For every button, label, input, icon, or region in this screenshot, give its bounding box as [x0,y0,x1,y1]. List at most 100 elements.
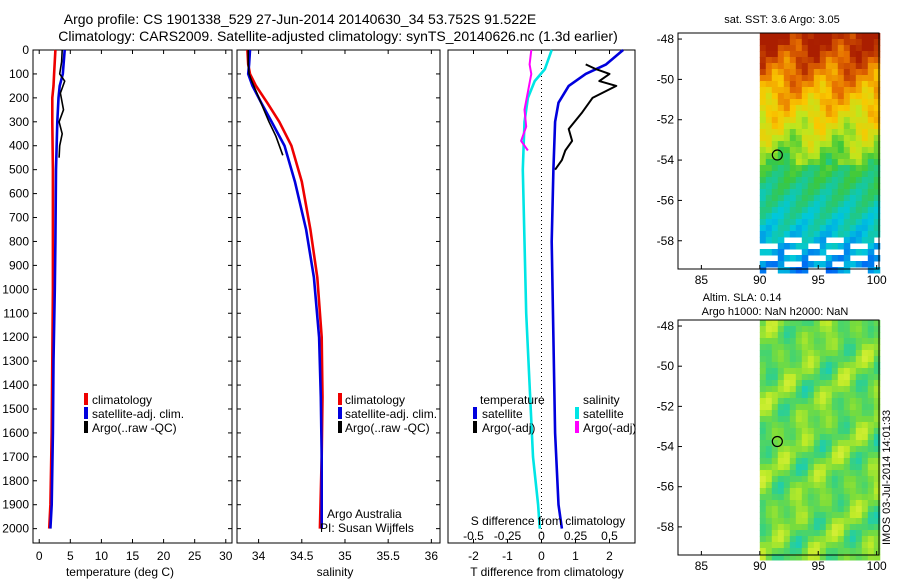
heatmap-cell [849,39,857,46]
heatmap-cell [861,350,869,357]
heatmap-cell [801,482,809,489]
heatmap-cell [771,524,779,531]
heatmap-cell [765,422,773,429]
heatmap-cell [855,356,863,363]
heatmap-cell [765,123,773,130]
heatmap-cell [783,147,791,154]
heatmap-cell [813,261,821,268]
legend-swatch-satellite [84,407,88,419]
heatmap-cell [849,326,857,333]
heatmap-cell [771,386,779,393]
heatmap-cell [873,416,881,423]
heatmap-cell [873,506,881,513]
heatmap-cell [789,422,797,429]
heatmap-cell [849,147,857,154]
heatmap-cell [777,548,785,555]
heatmap-cell [789,123,797,130]
heatmap-cell [873,458,881,465]
heatmap-cell [855,189,863,196]
heatmap-cell [867,75,875,82]
heatmap-cell [867,87,875,94]
heatmap-cell [825,165,833,172]
heatmap-cell [867,410,875,417]
salinity-plot-frame [236,49,441,544]
heatmap-cell [807,440,815,447]
heatmap-cell [801,81,809,88]
heatmap-cell [867,344,875,351]
heatmap-cell [825,326,833,333]
heatmap-cell [819,338,827,345]
heatmap-cell [867,476,875,483]
heatmap-cell [771,380,779,387]
heatmap-cell [783,500,791,507]
heatmap-cell [825,452,833,459]
heatmap-cell [825,464,833,471]
heatmap-cell [777,452,785,459]
heatmap-cell [855,506,863,513]
heatmap-cell [855,195,863,202]
heatmap-cell [873,380,881,387]
heatmap-cell [759,117,767,124]
heatmap-cell [867,482,875,489]
heatmap-cell [867,63,875,70]
heatmap-cell [861,476,869,483]
heatmap-cell [795,428,803,435]
heatmap-cell [759,548,767,555]
heatmap-cell [873,482,881,489]
heatmap-cell [861,446,869,453]
heatmap-cell [855,177,863,184]
heatmap-cell [771,135,779,142]
heatmap-cell [783,392,791,399]
heatmap-cell [861,398,869,405]
heatmap-cell [831,320,839,327]
x-tick-label: -1 [502,549,513,563]
heatmap-cell [831,129,839,136]
heatmap-cell [795,189,803,196]
heatmap-cell [771,207,779,214]
heatmap-cell [837,93,845,100]
heatmap-cell [849,69,857,76]
legend-heading-temperature: temperature [480,393,545,407]
heatmap-cell [765,434,773,441]
heatmap-cell [789,171,797,178]
heatmap-cell [801,452,809,459]
heatmap-cell [831,267,839,274]
heatmap-cell [759,506,767,513]
heatmap-cell [855,548,863,555]
heatmap-cell [849,135,857,142]
heatmap-cell [759,326,767,333]
heatmap-cell [873,398,881,405]
heatmap-cell [801,416,809,423]
heatmap-cell [801,177,809,184]
heatmap-cell [783,201,791,208]
heatmap-cell [813,494,821,501]
heatmap-cell [771,350,779,357]
heatmap-cell [873,93,881,100]
heatmap-cell [807,129,815,136]
heatmap-cell [825,404,833,411]
heatmap-cell [795,536,803,543]
heatmap-cell [777,440,785,447]
heatmap-cell [795,87,803,94]
heatmap-cell [789,105,797,112]
heatmap-cell [819,39,827,46]
heatmap-cell [801,488,809,495]
heatmap-cell [843,464,851,471]
s-difference-tick-label: 0.25 [564,529,588,543]
heatmap-cell [765,75,773,82]
heatmap-cell [789,111,797,118]
heatmap-cell [807,392,815,399]
heatmap-cell [843,344,851,351]
heatmap-cell [771,470,779,477]
heatmap-cell [777,500,785,507]
heatmap-cell [861,93,869,100]
heatmap-cell [771,123,779,130]
heatmap-cell [855,51,863,58]
heatmap-cell [873,159,881,166]
legend-label-climatology: climatology [92,393,152,407]
heatmap-cell [789,75,797,82]
heatmap-cell [855,75,863,82]
figure-title-line-1: Argo profile: CS 1901338_529 27-Jun-2014… [64,11,537,27]
heatmap-cell [819,392,827,399]
heatmap-cell [789,207,797,214]
